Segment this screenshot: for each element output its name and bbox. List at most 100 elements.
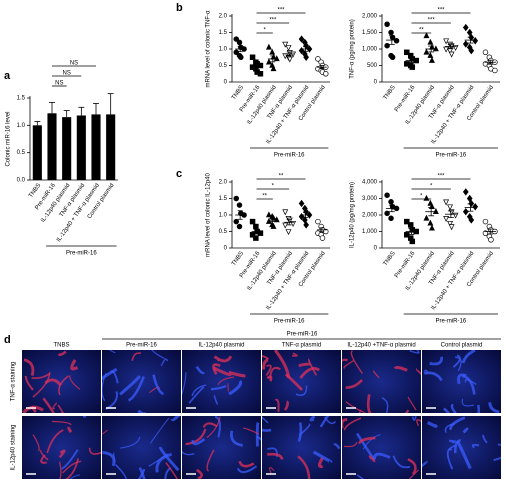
micrograph-texture — [342, 350, 421, 413]
y-tick-label: 0 — [374, 246, 378, 252]
data-point — [257, 70, 264, 77]
crypt — [457, 373, 467, 385]
micrograph — [102, 350, 181, 413]
crypt — [295, 385, 308, 396]
y-tick-label: 1.5 — [219, 30, 228, 36]
data-point — [265, 43, 272, 50]
data-point — [443, 199, 450, 206]
data-point — [273, 216, 280, 223]
crypt — [393, 365, 408, 372]
crypt — [195, 365, 205, 375]
comparison-label: *** — [437, 174, 445, 180]
data-point — [236, 202, 243, 208]
micrograph-texture — [262, 350, 321, 412]
crypt — [493, 456, 501, 462]
micrograph-texture — [102, 416, 180, 479]
crypt — [429, 356, 444, 366]
crypt — [102, 372, 107, 402]
panel-label: d — [4, 334, 11, 346]
crypt — [32, 371, 51, 398]
y-tick-label: 3,000 — [362, 196, 378, 202]
y-axis-label: mRNA level of colonic TNF-α — [206, 10, 212, 88]
crypt — [262, 354, 270, 360]
y-tick-label: 1.0 — [17, 123, 26, 129]
column-label: IL-12p40 +TNF-α plasmid — [347, 343, 415, 349]
crypt — [58, 461, 62, 479]
data-point — [448, 51, 455, 58]
crypt — [149, 417, 170, 444]
crypt — [212, 363, 221, 375]
crypt — [112, 452, 116, 463]
x-tick-label: TNBS — [383, 251, 397, 268]
crypt — [297, 455, 311, 479]
x-tick-label: TNBS — [231, 251, 245, 268]
comparison-label: NS — [62, 71, 70, 77]
comparison-label: ** — [262, 194, 267, 200]
micrograph-texture — [422, 416, 501, 470]
crypt — [191, 437, 206, 446]
crypt — [170, 416, 180, 422]
data-point — [393, 37, 400, 44]
crypt — [214, 416, 221, 438]
y-tick-label: 1,000 — [362, 229, 378, 235]
crypt — [366, 394, 372, 413]
data-point — [270, 222, 277, 229]
comparison-label: *** — [437, 8, 445, 14]
data-point — [323, 70, 329, 77]
micrograph — [342, 350, 421, 413]
crypt — [477, 404, 481, 413]
crypt — [291, 352, 298, 357]
crypt — [333, 443, 341, 450]
crypt — [42, 397, 55, 413]
crypt — [298, 423, 311, 437]
bar — [47, 113, 57, 180]
crypt — [51, 420, 72, 426]
crypt — [461, 374, 476, 395]
crypt — [442, 407, 450, 413]
micrograph — [422, 350, 501, 413]
micrograph-texture — [342, 416, 421, 479]
crypt — [416, 418, 421, 427]
crypt — [267, 452, 284, 460]
crypt — [392, 455, 411, 469]
data-point — [428, 56, 435, 63]
comparison-label: * — [430, 184, 433, 190]
data-point — [303, 53, 309, 61]
panel-label: b — [176, 2, 183, 14]
data-point — [285, 45, 292, 52]
comparison-label: *** — [277, 8, 285, 14]
comparison-label: NS — [70, 61, 78, 67]
crypt — [411, 416, 417, 422]
x-tick-label: TNBS — [383, 85, 397, 102]
group-label: Pre-miR-16 — [274, 153, 305, 159]
crypt — [228, 380, 243, 396]
data-point — [233, 36, 239, 42]
crypt — [62, 460, 82, 474]
group-label: Pre-miR-16 — [66, 251, 97, 257]
y-tick-label: 0.0 — [17, 178, 26, 184]
data-point — [389, 54, 396, 60]
micrograph-bg — [22, 350, 101, 413]
comparison-label: NS — [55, 81, 63, 87]
data-point — [432, 45, 439, 52]
crypt — [317, 456, 324, 469]
crypt — [70, 359, 79, 371]
data-point — [432, 208, 439, 214]
crypt — [32, 434, 40, 452]
crypt — [372, 370, 380, 379]
crypt — [284, 373, 304, 391]
crypt — [344, 441, 358, 448]
micrograph — [182, 416, 261, 479]
crypt — [262, 358, 269, 370]
comparison-label: * — [420, 194, 423, 200]
crypt — [358, 409, 362, 413]
crypt — [461, 350, 476, 364]
data-point — [269, 48, 276, 55]
column-label: TNF-α plasmid — [282, 343, 321, 349]
crypt — [488, 402, 500, 413]
data-point — [468, 199, 475, 208]
crypt — [407, 458, 417, 475]
data-point — [482, 218, 489, 225]
crypt — [236, 465, 258, 474]
comparison-label: *** — [428, 18, 436, 24]
